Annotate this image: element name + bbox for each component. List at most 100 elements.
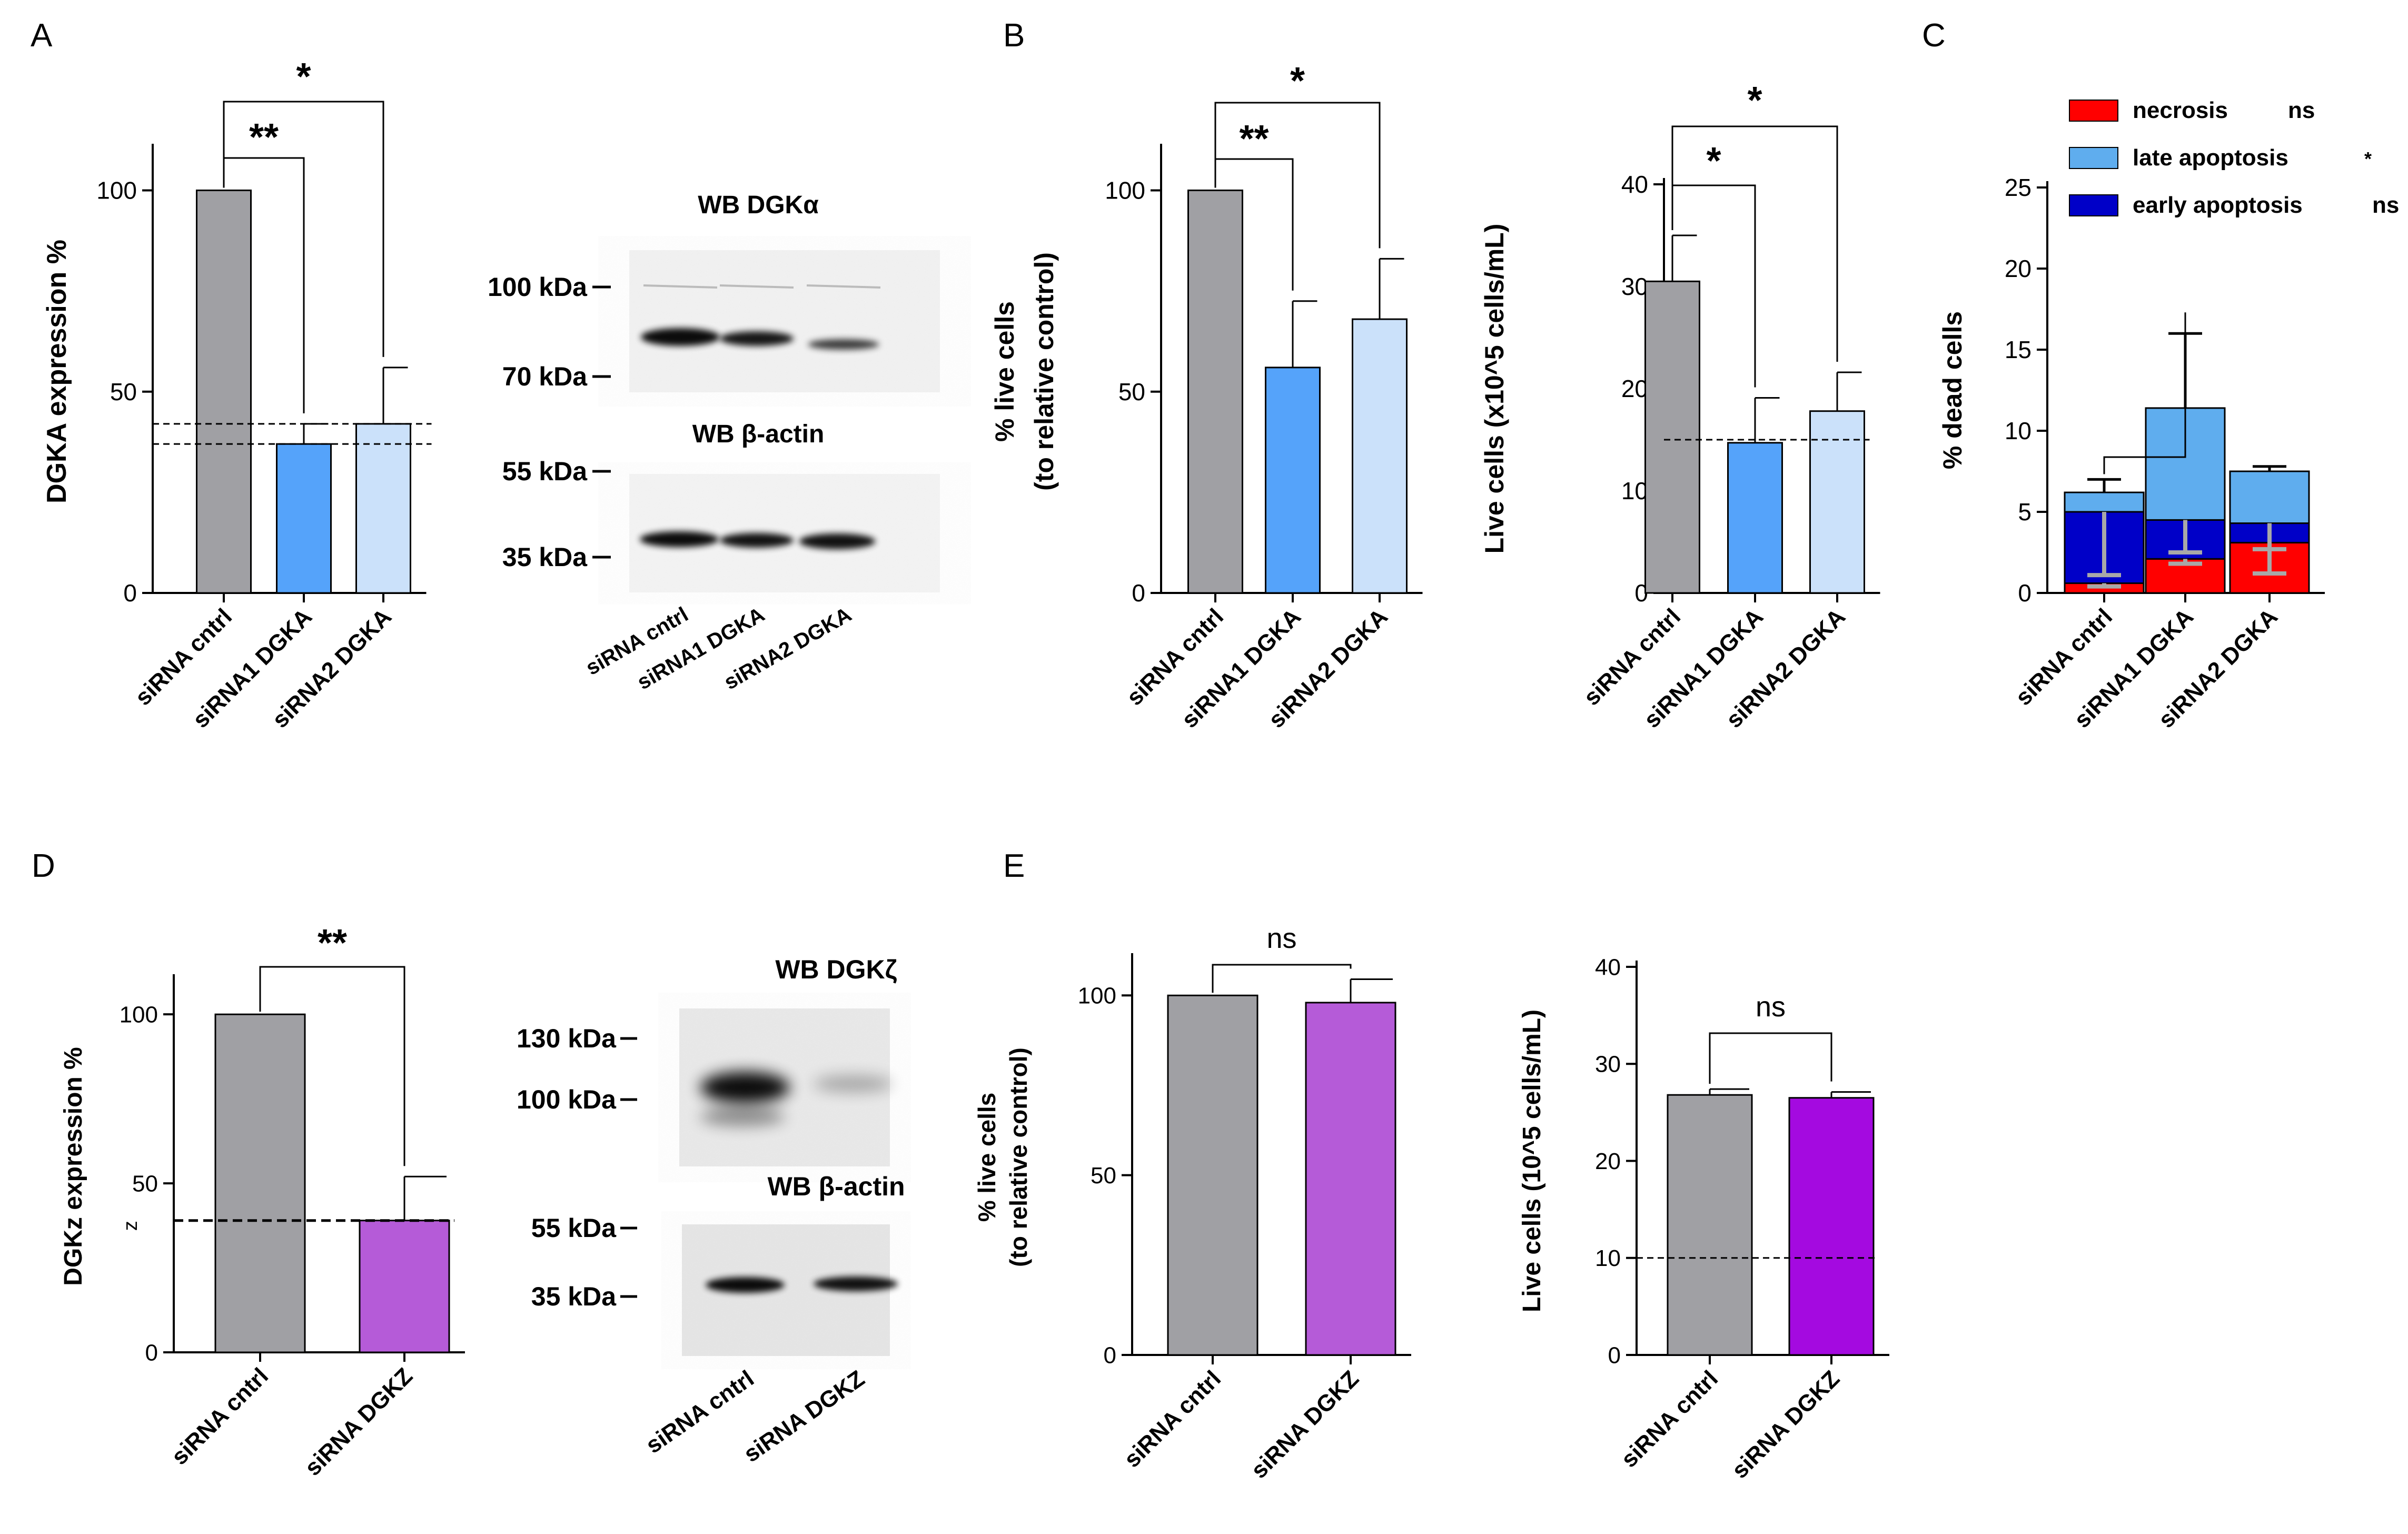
molecular-weight-marker: 70 kDa <box>502 362 588 391</box>
y-tick-label: 0 <box>2018 579 2032 607</box>
y-axis-label: DGKz expression % <box>60 1047 87 1285</box>
significance-label: ** <box>318 922 347 964</box>
bar-segment <box>2229 470 2310 524</box>
y-tick-label: 10 <box>1595 1245 1621 1271</box>
y-tick-label: 40 <box>1595 954 1621 980</box>
molecular-weight-marker: 100 kDa <box>488 272 588 302</box>
blot-title: WB DGKα <box>698 191 819 219</box>
y-tick-label: 0 <box>1608 1342 1621 1368</box>
blot-band <box>814 1075 893 1092</box>
significance-label: ns <box>1756 991 1786 1023</box>
y-axis-label: % live cells <box>973 1093 1000 1222</box>
y-tick-label: 0 <box>145 1340 158 1365</box>
panel-label: E <box>1003 848 1025 884</box>
blot-band <box>641 328 720 346</box>
significance-label: ** <box>1239 118 1269 160</box>
blot-band <box>700 1072 790 1103</box>
blot-band <box>720 533 794 548</box>
molecular-weight-marker: 35 kDa <box>502 542 588 572</box>
molecular-weight-marker: 130 kDa <box>517 1024 617 1053</box>
bar <box>1667 1094 1753 1356</box>
panel-label: B <box>1003 17 1025 54</box>
blot-band <box>706 1277 785 1293</box>
blot-membrane-top <box>629 250 940 392</box>
western-blot-d: WB DGKζ WB β-actin 130 kDa 100 kDa 55 kDa 35 … <box>517 955 905 1467</box>
blot-membrane-top <box>679 1008 893 1166</box>
panel-label: C <box>1922 17 1946 54</box>
membrane-texture <box>629 250 940 392</box>
x-tick-label: siRNA DGKZ <box>1246 1365 1364 1483</box>
y-tick-label: 0 <box>1132 579 1145 607</box>
blot-title: WB β-actin <box>767 1172 905 1201</box>
x-tick-label: siRNA DGKZ <box>300 1363 418 1481</box>
y-tick-label: 50 <box>1118 378 1145 405</box>
legend-label: early apoptosis <box>2133 192 2303 218</box>
y-tick-label: 100 <box>1105 177 1145 204</box>
faint-band <box>643 284 718 289</box>
bar <box>1727 442 1783 594</box>
y-tick-label: 50 <box>110 378 137 405</box>
bar <box>359 1220 450 1353</box>
bar <box>1809 410 1865 594</box>
y-tick-label: 15 <box>2005 336 2032 363</box>
blot-band <box>799 533 876 549</box>
molecular-weight-marker: 35 kDa <box>531 1282 617 1311</box>
blot-title: WB β-actin <box>692 420 825 448</box>
bar <box>214 1013 306 1353</box>
x-tick-label: siRNA DGKZ <box>1727 1365 1845 1483</box>
y-axis-label: (to relative control) <box>1029 252 1059 491</box>
chart-b1: B 0 50 100 % live cells (to relative control)… <box>990 17 1423 733</box>
significance-label: * <box>296 56 311 98</box>
bar <box>1167 994 1258 1356</box>
blot-membrane-bottom <box>629 474 940 592</box>
blots-layer: WB DGKα WB β-actin 100 kDa 70 kDa 55 kDa 35 k… <box>488 191 940 1467</box>
y-tick-label: 30 <box>1595 1052 1621 1077</box>
y-tick-label: 100 <box>120 1002 158 1028</box>
legend-stat: ns <box>2288 97 2315 123</box>
y-tick-label: 50 <box>1091 1163 1116 1189</box>
significance-bracket <box>1212 964 1352 993</box>
bar <box>276 443 332 594</box>
panel-label: A <box>31 17 53 54</box>
significance-bracket <box>223 101 384 357</box>
bar <box>1305 1002 1396 1356</box>
y-axis-label: % live cells <box>990 301 1019 442</box>
y-axis-label: % dead cells <box>1938 311 1967 469</box>
x-tick-label: siRNA cntrl <box>166 1363 273 1470</box>
y-axis-label: Live cells (10^5 cells/mL) <box>1518 1010 1546 1312</box>
legend-stat: * <box>2364 148 2372 170</box>
y-tick-label: 100 <box>1078 983 1116 1009</box>
legend-swatch <box>2069 100 2118 122</box>
blot-band <box>808 339 879 350</box>
y-tick-label: 10 <box>1621 477 1648 504</box>
significance-label: ns <box>1266 923 1296 954</box>
significance-label: * <box>1706 140 1721 182</box>
bar <box>1788 1097 1875 1356</box>
y-tick-label: 10 <box>2005 417 2032 444</box>
chart-d: D 0 50 100 DGKz expression % z ** siRNA cntrl si… <box>32 848 465 1481</box>
x-tick-label: siRNA cntrl <box>1616 1365 1723 1472</box>
blot-band <box>700 1107 785 1126</box>
y-tick-label: 20 <box>2005 255 2032 282</box>
blot-membrane-bottom <box>682 1224 898 1356</box>
bar <box>1265 367 1321 594</box>
y-tick-label: 20 <box>1621 375 1648 402</box>
blot-band <box>720 331 794 346</box>
chart-e1: E 0 50 100 % live cells (to relative control)… <box>973 848 1411 1483</box>
western-blot-a: WB DGKα WB β-actin 100 kDa 70 kDa 55 kDa 35 k… <box>488 191 940 694</box>
blot-lane-label: siRNA DGKZ <box>739 1365 869 1467</box>
y-axis-label: Live cells (x10^5 cells/mL) <box>1480 224 1509 554</box>
y-tick-label: 25 <box>2005 174 2032 201</box>
molecular-weight-marker: 100 kDa <box>517 1085 617 1114</box>
bar <box>1352 318 1408 594</box>
y-tick-label: 50 <box>132 1171 158 1196</box>
y-axis-label: DGKA expression % <box>42 240 72 503</box>
legend-stat: ns <box>2372 192 2399 218</box>
x-tick-label: siRNA cntrl <box>1119 1365 1226 1472</box>
molecular-weight-marker: 55 kDa <box>531 1213 617 1243</box>
faint-band <box>806 284 881 289</box>
